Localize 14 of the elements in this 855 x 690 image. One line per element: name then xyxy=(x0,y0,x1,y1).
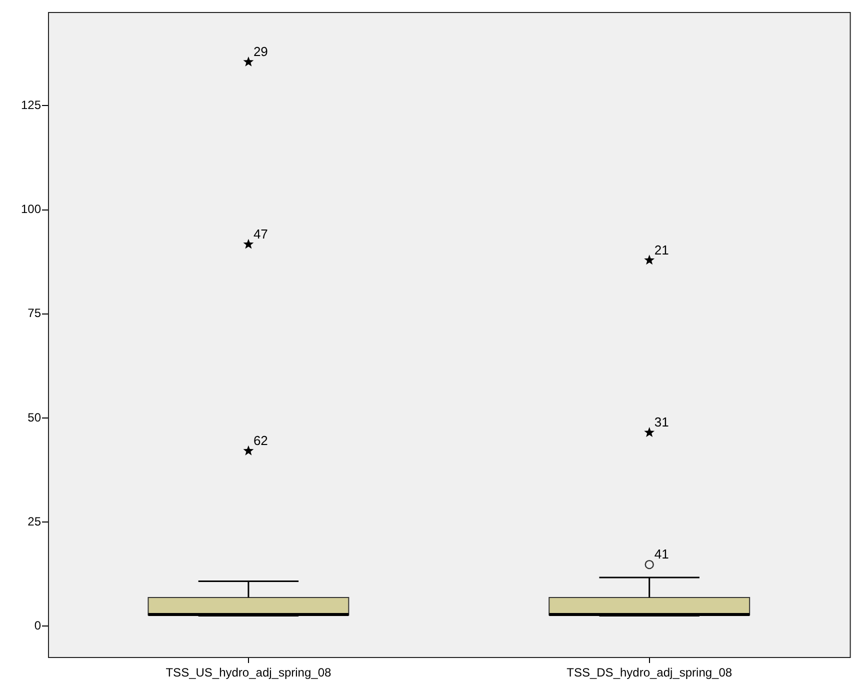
annotation: 31 xyxy=(654,414,669,430)
annotation: 47 xyxy=(253,226,268,242)
annotation: 21 xyxy=(654,242,669,258)
y-tick-label: 50 xyxy=(28,410,42,424)
x-tick-label: TSS_DS_hydro_adj_spring_08 xyxy=(566,666,732,680)
y-tick-label: 100 xyxy=(20,202,42,216)
y-tick-label: 25 xyxy=(28,514,42,528)
y-tick-label: 125 xyxy=(20,98,42,112)
annotation: 41 xyxy=(654,546,669,562)
y-tick-label: 75 xyxy=(28,306,42,320)
annotation: 62 xyxy=(253,432,268,448)
annotation: 29 xyxy=(253,44,268,60)
y-tick-label: 0 xyxy=(34,618,42,632)
x-tick-label: TSS_US_hydro_adj_spring_08 xyxy=(166,666,332,680)
